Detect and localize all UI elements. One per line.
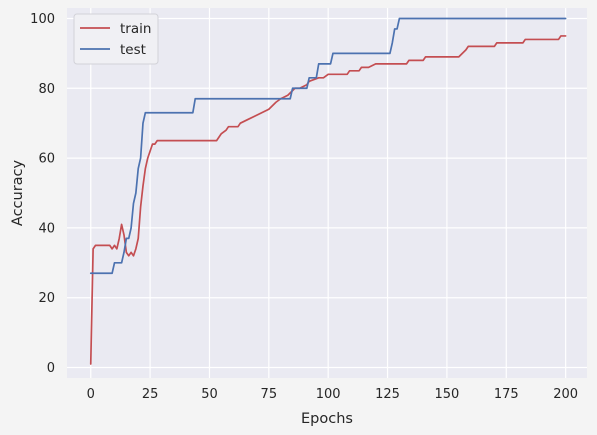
y-tick-label: 80: [38, 82, 55, 97]
tick-labels: 0 25 50 75 100 125 150 175 200 0 20 40 60 80 100: [30, 12, 578, 402]
x-tick-label: 100: [316, 387, 341, 402]
x-tick-label: 25: [142, 387, 159, 402]
series-layer: [89, 17, 567, 365]
y-axis-title: Accuracy: [10, 159, 26, 226]
x-tick-label: 50: [201, 387, 218, 402]
y-tick-label: 100: [30, 12, 55, 27]
legend-label-test: test: [120, 42, 146, 58]
plot-area: [67, 8, 587, 378]
x-tick-label: 175: [494, 387, 519, 402]
x-tick-label: 75: [261, 387, 278, 402]
x-tick-label: 150: [434, 387, 459, 402]
x-axis-title: Epochs: [301, 411, 353, 427]
y-tick-label: 0: [47, 361, 55, 376]
legend-box: [73, 13, 159, 65]
legend: train test: [73, 13, 159, 65]
y-tick-label: 60: [38, 152, 55, 167]
legend-label-train: train: [120, 21, 151, 37]
gridlines: [67, 8, 587, 378]
series-line-train: [89, 35, 567, 365]
x-tick-label: 0: [87, 387, 95, 402]
y-tick-label: 20: [38, 291, 55, 306]
series-line-test: [89, 17, 567, 275]
x-tick-label: 125: [375, 387, 400, 402]
y-tick-label: 40: [38, 221, 55, 236]
x-tick-label: 200: [553, 387, 578, 402]
